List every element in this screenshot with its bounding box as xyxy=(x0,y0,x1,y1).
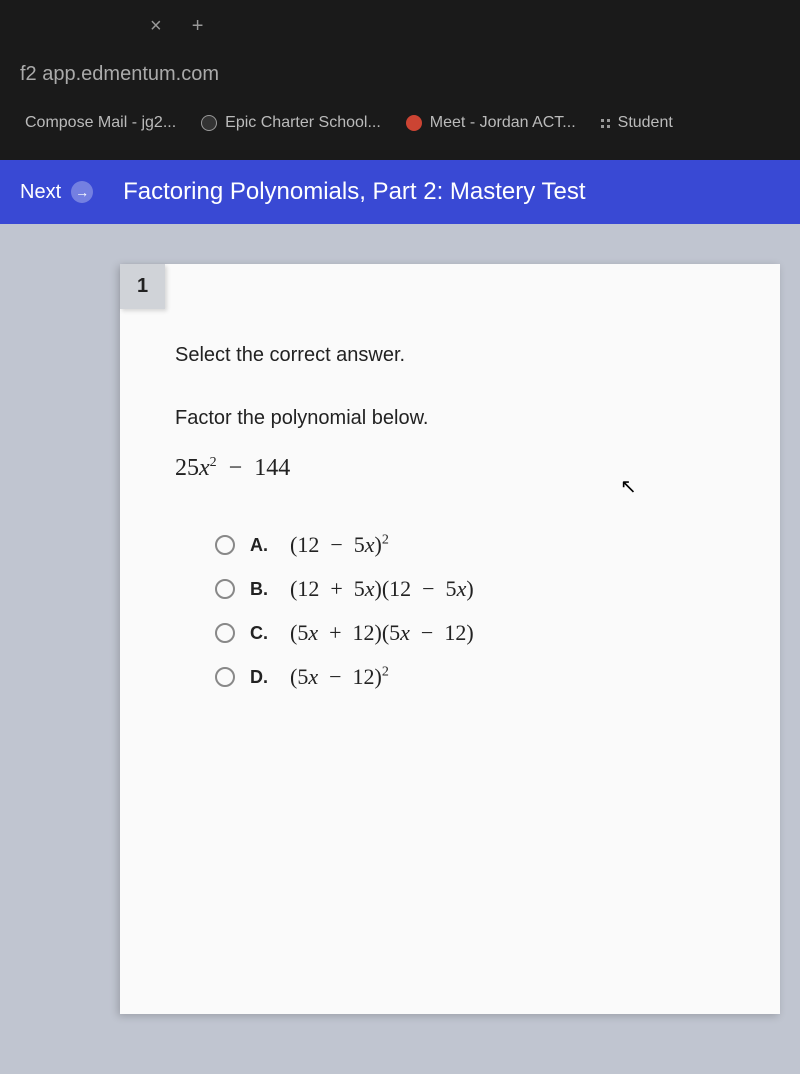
radio-icon[interactable] xyxy=(215,535,235,555)
content-area: 1 Select the correct answer. Factor the … xyxy=(0,224,800,1074)
arrow-right-icon: → xyxy=(71,181,93,203)
bookmark-student[interactable]: Student xyxy=(601,114,673,132)
answer-letter: D. xyxy=(250,667,275,688)
bookmark-label: Student xyxy=(618,114,673,132)
meet-icon xyxy=(406,115,422,131)
question-content: Select the correct answer. Factor the po… xyxy=(120,264,780,748)
radio-icon[interactable] xyxy=(215,579,235,599)
answer-option-c[interactable]: C. (5x + 12)(5x − 12) xyxy=(215,620,730,646)
next-label: Next xyxy=(20,181,61,204)
bookmark-epic-charter[interactable]: Epic Charter School... xyxy=(201,114,381,132)
answer-math: (5x + 12)(5x − 12) xyxy=(290,620,474,646)
url-bar[interactable]: f2 app.edmentum.com xyxy=(20,53,780,96)
bookmark-meet-jordan[interactable]: Meet - Jordan ACT... xyxy=(406,114,576,132)
globe-icon xyxy=(201,115,217,131)
prompt-text: Factor the polynomial below. xyxy=(175,407,730,430)
answer-math: (5x − 12)2 xyxy=(290,664,389,690)
new-tab-icon[interactable]: + xyxy=(192,15,204,38)
browser-chrome: × + f2 app.edmentum.com Compose Mail - j… xyxy=(0,0,800,160)
question-card: 1 Select the correct answer. Factor the … xyxy=(120,264,780,1014)
page-title: Factoring Polynomials, Part 2: Mastery T… xyxy=(123,178,585,206)
polynomial-expression: 25x2 − 144 xyxy=(175,455,730,482)
question-number-tab[interactable]: 1 xyxy=(120,264,165,309)
radio-icon[interactable] xyxy=(215,623,235,643)
cursor-icon: ↖ xyxy=(620,474,637,499)
radio-icon[interactable] xyxy=(215,667,235,687)
close-tab-icon[interactable]: × xyxy=(150,15,162,38)
header-bar: Next → Factoring Polynomials, Part 2: Ma… xyxy=(0,160,800,224)
bookmark-label: Compose Mail - jg2... xyxy=(25,114,176,132)
answer-option-d[interactable]: D. (5x − 12)2 xyxy=(215,664,730,690)
bookmark-label: Epic Charter School... xyxy=(225,114,381,132)
answer-math: (12 + 5x)(12 − 5x) xyxy=(290,576,474,602)
apps-icon xyxy=(601,119,610,128)
answer-option-b[interactable]: B. (12 + 5x)(12 − 5x) xyxy=(215,576,730,602)
bookmarks-bar: Compose Mail - jg2... Epic Charter Schoo… xyxy=(20,96,780,150)
answers-list: A. (12 − 5x)2 B. (12 + 5x)(12 − 5x) C. (… xyxy=(175,532,730,690)
instruction-text: Select the correct answer. xyxy=(175,344,730,367)
answer-letter: C. xyxy=(250,623,275,644)
next-button[interactable]: Next → xyxy=(20,181,93,204)
answer-letter: A. xyxy=(250,535,275,556)
tab-row: × + xyxy=(20,10,780,53)
answer-math: (12 − 5x)2 xyxy=(290,532,389,558)
bookmark-compose-mail[interactable]: Compose Mail - jg2... xyxy=(25,114,176,132)
answer-letter: B. xyxy=(250,579,275,600)
bookmark-label: Meet - Jordan ACT... xyxy=(430,114,576,132)
answer-option-a[interactable]: A. (12 − 5x)2 xyxy=(215,532,730,558)
